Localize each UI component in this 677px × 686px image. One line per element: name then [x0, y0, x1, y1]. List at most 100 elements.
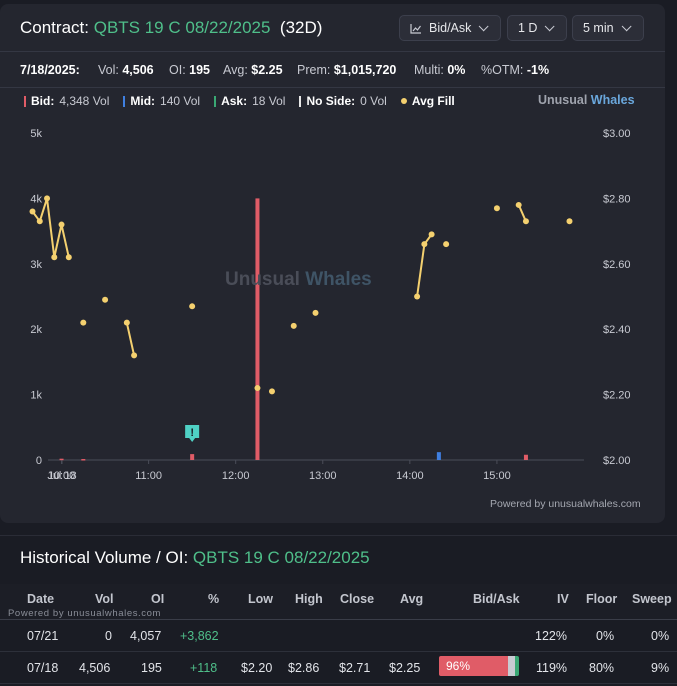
y-right-tick-label: $2.00 — [603, 455, 631, 467]
col-low[interactable]: Low — [248, 592, 273, 606]
x-tick-label: 14:00 — [396, 470, 424, 482]
y-left-tick-label: 5k — [30, 128, 42, 140]
avg-fill-line — [125, 322, 136, 356]
legend-ask[interactable]: Ask: 18 Vol — [214, 94, 285, 108]
col-date[interactable]: Date — [27, 592, 55, 606]
bid-ask-mode-dropdown[interactable]: Bid/Ask — [399, 15, 501, 41]
range-dropdown[interactable]: 1 D — [507, 15, 567, 41]
col-close[interactable]: Close — [340, 592, 375, 606]
avg-fill-point — [29, 208, 36, 215]
avg-fill-point — [493, 205, 500, 212]
powered-by-small: Powered by unusualwhales.com — [8, 608, 162, 619]
cell-iv: 119% — [536, 661, 568, 675]
stats-avg: Avg: $2.25 — [223, 63, 283, 77]
history-table: Date Vol OI % Low High Close Avg Bid/Ask… — [0, 584, 677, 684]
alert-marker-icon — [185, 425, 200, 442]
legend-bid[interactable]: Bid: 4,348 Vol — [24, 94, 109, 108]
volume-bar-bid — [523, 454, 528, 460]
stats-otm: %OTM: -1% — [481, 63, 550, 77]
avg-fill-point — [421, 241, 428, 248]
y-right-tick-label: $2.40 — [603, 324, 631, 336]
table-row[interactable]: 07/18 4,506 195 +118 $2.20 $2.86 $2.71 $… — [0, 652, 677, 684]
card-header: Contract: QBTS 19 C 08/22/2025 (32D) Bid… — [0, 4, 665, 52]
bid-ask-bid-segment: 96% — [439, 656, 508, 676]
chart-watermark: Unusual Whales — [225, 269, 372, 290]
stats-row: 7/18/2025: Vol: 4,506 OI: 195 Avg: $2.25… — [0, 52, 665, 88]
cell-high: $2.86 — [288, 661, 320, 675]
cell-date: 07/21 — [27, 629, 59, 643]
contract-symbol[interactable]: QBTS 19 C 08/22/2025 — [93, 18, 271, 37]
stats-premium: Prem: $1,015,720 — [297, 63, 397, 77]
cell-sweep: 0% — [651, 629, 670, 643]
cell-oi-change: +3,862 — [180, 629, 219, 643]
stats-multi: Multi: 0% — [414, 63, 466, 77]
volume-bar-bid — [81, 459, 86, 461]
volume-bar-mid — [436, 452, 441, 460]
col-oi-change[interactable]: % — [208, 592, 220, 606]
avg-fill-point — [254, 385, 261, 392]
cell-oi: 195 — [141, 661, 162, 675]
y-left-tick-label: 0 — [36, 455, 42, 467]
avg-fill-point — [36, 218, 43, 225]
avg-fill-point — [428, 231, 435, 238]
legend-avg-fill[interactable]: Avg Fill — [400, 94, 455, 108]
powered-by-text[interactable]: Powered by unusualwhales.com — [490, 498, 641, 510]
x-tick-label: 11:00 — [135, 470, 162, 482]
avg-fill-point — [58, 221, 65, 228]
alert-marker-label: ! — [190, 427, 194, 439]
history-title: Historical Volume / OI: QBTS 19 C 08/22/… — [20, 548, 370, 567]
avg-fill-point — [566, 218, 573, 225]
cell-floor: 80% — [589, 661, 615, 675]
avg-fill-point — [80, 319, 87, 326]
cell-date: 07/18 — [27, 661, 59, 675]
legend-mid[interactable]: Mid: 140 Vol — [123, 94, 200, 108]
x-tick-label: Jul 18 — [47, 470, 76, 482]
stats-date: 7/18/2025: — [20, 63, 80, 77]
col-oi[interactable]: OI — [151, 592, 165, 606]
cell-iv: 122% — [535, 629, 567, 643]
avg-fill-point — [515, 201, 522, 208]
col-avg[interactable]: Avg — [400, 592, 424, 606]
col-floor[interactable]: Floor — [586, 592, 618, 606]
y-left-tick-label: 3k — [30, 259, 42, 271]
legend-no-side[interactable]: No Side: 0 Vol — [299, 94, 387, 108]
col-high[interactable]: High — [295, 592, 323, 606]
cell-oi-change: +118 — [190, 661, 218, 675]
x-tick-label: 15:00 — [483, 470, 511, 482]
volume-bar-bid — [255, 198, 260, 460]
range-label: 1 D — [518, 21, 538, 35]
bid-ask-mid-segment — [507, 656, 515, 676]
avg-fill-point — [51, 254, 58, 261]
mode-label: Bid/Ask — [429, 21, 472, 35]
divider — [0, 535, 677, 536]
avg-fill-point — [290, 322, 297, 329]
contract-label: Contract: — [20, 18, 89, 37]
bid-percent: 96% — [446, 659, 471, 673]
avg-fill-point — [123, 319, 130, 326]
brand-logo-text: Unusual Whales — [538, 93, 635, 107]
y-right-tick-label: $2.60 — [603, 259, 631, 271]
y-left-tick-label: 4k — [30, 193, 42, 205]
interval-dropdown[interactable]: 5 min — [572, 15, 644, 41]
avg-fill-point — [268, 388, 275, 395]
cell-vol: 4,506 — [79, 661, 111, 675]
x-tick-label: 13:00 — [309, 470, 337, 482]
y-left-tick-label: 2k — [30, 324, 42, 336]
days-to-expiry: (32D) — [279, 18, 323, 37]
cell-avg: $2.25 — [389, 661, 421, 675]
volume-bar-bid — [59, 458, 64, 461]
col-bid-ask[interactable]: Bid/Ask — [473, 592, 520, 606]
y-right-tick-label: $2.80 — [603, 193, 631, 205]
col-vol[interactable]: Vol — [95, 592, 114, 606]
stats-oi: OI: 195 — [169, 63, 211, 77]
volume-avgfill-chart: 0 1k 2k 3k 4k 5k $2.00 $2.20 $2.40 $2.60 $2.80 $3.0… — [29, 128, 631, 482]
avg-fill-point — [189, 303, 196, 310]
avg-fill-line — [31, 197, 70, 259]
cell-low: $2.20 — [241, 661, 273, 675]
col-sweep[interactable]: Sweep — [632, 592, 672, 606]
avg-fill-point — [522, 218, 529, 225]
y-right-tick-label: $3.00 — [603, 128, 631, 140]
col-iv[interactable]: IV — [557, 592, 569, 606]
table-row[interactable]: 07/21 0 4,057 +3,862 122% 0% 0% — [0, 620, 677, 652]
avg-fill-point — [312, 309, 319, 316]
